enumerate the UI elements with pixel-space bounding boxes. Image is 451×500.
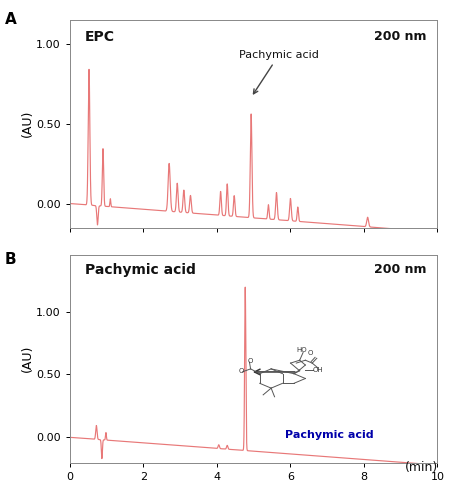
Text: 200 nm: 200 nm [374, 264, 427, 276]
Text: HO: HO [296, 347, 307, 353]
Y-axis label: (AU): (AU) [20, 110, 33, 138]
Text: Pachymic acid: Pachymic acid [285, 430, 373, 440]
Text: A: A [5, 12, 16, 28]
Text: OH: OH [313, 368, 323, 374]
Text: O: O [239, 368, 244, 374]
Text: EPC: EPC [85, 30, 115, 44]
Text: Pachymic acid: Pachymic acid [85, 264, 195, 278]
Text: B: B [5, 252, 16, 268]
Text: O: O [307, 350, 313, 356]
Text: 200 nm: 200 nm [374, 30, 427, 44]
Text: Pachymic acid: Pachymic acid [239, 50, 319, 94]
Y-axis label: (AU): (AU) [20, 345, 33, 372]
Text: (min): (min) [405, 461, 438, 474]
Text: O: O [247, 358, 253, 364]
